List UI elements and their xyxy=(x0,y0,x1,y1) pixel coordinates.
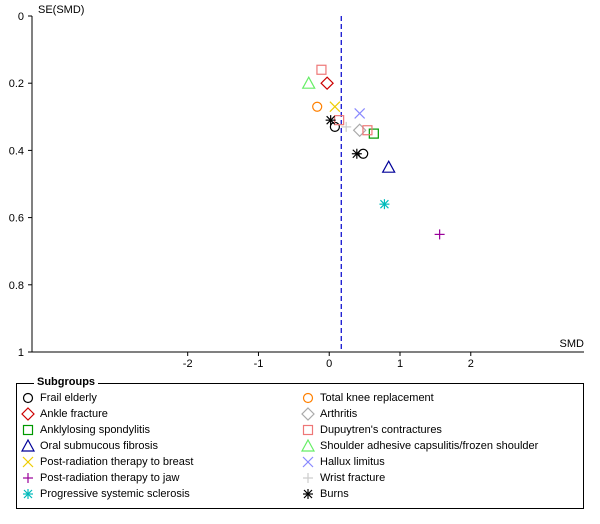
data-point xyxy=(352,123,367,138)
legend-label: Post-radiation therapy to breast xyxy=(40,456,194,468)
legend-item: Burns xyxy=(300,486,349,502)
legend-label: Anklylosing spondylitis xyxy=(40,424,151,436)
legend-marker xyxy=(23,473,33,483)
x-axis-label: SMD xyxy=(560,338,585,350)
legend-label: Hallux limitus xyxy=(320,456,385,468)
legend-item: Hallux limitus xyxy=(300,454,385,470)
x-tick-label: -1 xyxy=(254,358,264,370)
legend-label: Shoulder adhesive capsulitis/frozen shou… xyxy=(320,440,539,452)
plus-marker-icon xyxy=(23,473,33,483)
x-marker-icon xyxy=(302,456,314,468)
legend-label: Oral submucous fibrosis xyxy=(40,440,158,452)
legend-item: Arthritis xyxy=(300,406,357,422)
triangle-marker-icon xyxy=(300,438,316,452)
data-point xyxy=(325,115,336,126)
y-tick-label: 1 xyxy=(18,347,24,359)
legend-label: Frail elderly xyxy=(40,392,97,404)
plus-marker-icon xyxy=(303,473,313,483)
legend-label: Wrist fracture xyxy=(320,472,386,484)
x-tick-label: 0 xyxy=(326,358,332,370)
legend-label: Ankle fracture xyxy=(40,408,108,420)
data-point xyxy=(320,76,334,91)
legend-item: Frail elderly xyxy=(20,390,97,406)
data-point xyxy=(434,229,445,240)
legend-label: Dupuytren's contractures xyxy=(320,424,442,436)
circle-marker-icon xyxy=(302,392,314,404)
x-tick-label: -2 xyxy=(183,358,193,370)
data-point xyxy=(368,128,379,139)
y-tick-label: 0 xyxy=(18,11,24,23)
x-tick-label: 1 xyxy=(397,358,403,370)
data-point xyxy=(334,115,345,126)
legend-marker xyxy=(302,456,314,468)
data-point xyxy=(301,75,316,89)
legend-label: Total knee replacement xyxy=(320,392,434,404)
data-point xyxy=(381,159,396,173)
legend-marker xyxy=(300,438,316,452)
x-tick-label: 2 xyxy=(468,358,474,370)
data-point xyxy=(362,125,373,136)
square-marker-icon xyxy=(302,424,314,436)
asterisk-marker-icon xyxy=(23,489,33,499)
legend-label: Progressive systemic sclerosis xyxy=(40,488,190,500)
y-tick-label: 0.4 xyxy=(9,145,24,157)
legend-marker xyxy=(303,489,313,499)
data-point xyxy=(351,148,362,159)
legend-item: Progressive systemic sclerosis xyxy=(20,486,190,502)
legend-item: Wrist fracture xyxy=(300,470,385,486)
data-point xyxy=(312,101,323,112)
y-axis-label: SE(SMD) xyxy=(38,4,84,16)
legend-marker xyxy=(22,456,34,468)
y-tick-label: 0.6 xyxy=(9,213,24,225)
legend-label: Post-radiation therapy to jaw xyxy=(40,472,180,484)
legend-item: Total knee replacement xyxy=(300,390,434,406)
legend-marker xyxy=(302,424,314,436)
data-point xyxy=(341,121,352,132)
legend-item: Anklylosing spondylitis xyxy=(20,422,150,438)
data-point xyxy=(329,101,341,113)
legend-item: Shoulder adhesive capsulitis/frozen shou… xyxy=(300,438,538,454)
legend-marker xyxy=(22,392,34,404)
asterisk-marker-icon xyxy=(303,489,313,499)
legend-marker xyxy=(22,424,34,436)
circle-marker-icon xyxy=(22,392,34,404)
legend-item: Ankle fracture xyxy=(20,406,108,422)
legend-marker xyxy=(20,438,36,452)
legend-box xyxy=(16,383,584,509)
legend-item: Post-radiation therapy to breast xyxy=(20,454,193,470)
data-point xyxy=(379,199,390,210)
legend-item: Post-radiation therapy to jaw xyxy=(20,470,179,486)
square-marker-icon xyxy=(22,424,34,436)
legend-item: Dupuytren's contractures xyxy=(300,422,442,438)
funnel-plot: SE(SMD) SMD 0 0.2 0.4 0.6 0.8 1 -2 -1 0 1 2 xyxy=(9,4,585,370)
y-tick-label: 0.8 xyxy=(9,280,24,292)
data-point xyxy=(354,108,366,119)
legend-marker xyxy=(23,489,33,499)
legend-marker xyxy=(302,392,314,404)
legend-marker xyxy=(301,407,315,421)
triangle-marker-icon xyxy=(20,438,36,452)
diamond-marker-icon xyxy=(21,407,35,421)
legend-item: Oral submucous fibrosis xyxy=(20,438,158,454)
legend-marker xyxy=(303,473,313,483)
x-marker-icon xyxy=(22,456,34,468)
legend-marker xyxy=(21,407,35,421)
y-tick-label: 0.2 xyxy=(9,78,24,90)
diamond-marker-icon xyxy=(301,407,315,421)
legend-label: Arthritis xyxy=(320,408,358,420)
data-point xyxy=(316,64,327,75)
legend-label: Burns xyxy=(320,488,349,500)
legend-title: Subgroups xyxy=(34,376,99,388)
